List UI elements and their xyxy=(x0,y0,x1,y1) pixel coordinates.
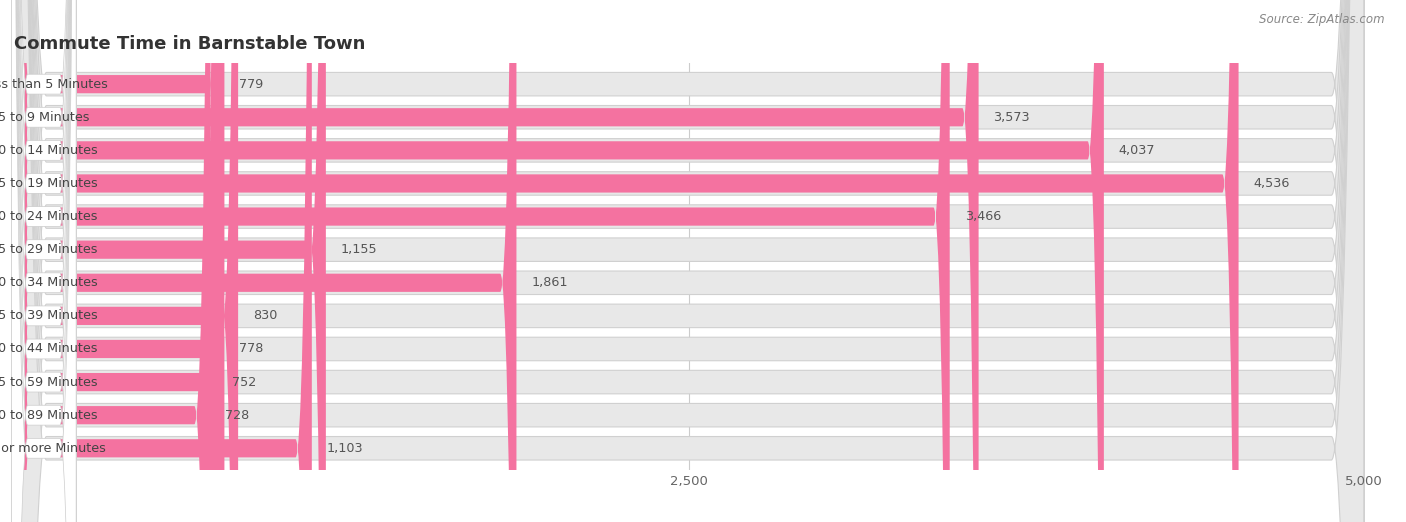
Text: 1,861: 1,861 xyxy=(531,276,568,289)
FancyBboxPatch shape xyxy=(14,0,1364,522)
FancyBboxPatch shape xyxy=(14,0,516,522)
FancyBboxPatch shape xyxy=(14,0,326,522)
Text: 728: 728 xyxy=(225,409,250,422)
FancyBboxPatch shape xyxy=(14,0,1364,522)
FancyBboxPatch shape xyxy=(14,0,1364,522)
FancyBboxPatch shape xyxy=(11,0,76,522)
FancyBboxPatch shape xyxy=(14,0,1239,522)
FancyBboxPatch shape xyxy=(14,0,979,522)
FancyBboxPatch shape xyxy=(11,0,76,522)
FancyBboxPatch shape xyxy=(11,0,76,522)
Text: 60 to 89 Minutes: 60 to 89 Minutes xyxy=(0,409,97,422)
Text: 90 or more Minutes: 90 or more Minutes xyxy=(0,442,107,455)
Text: 20 to 24 Minutes: 20 to 24 Minutes xyxy=(0,210,97,223)
Text: 778: 778 xyxy=(239,342,263,355)
Text: 35 to 39 Minutes: 35 to 39 Minutes xyxy=(0,310,97,323)
FancyBboxPatch shape xyxy=(14,0,1364,522)
FancyBboxPatch shape xyxy=(11,0,76,522)
Text: 1,103: 1,103 xyxy=(326,442,363,455)
FancyBboxPatch shape xyxy=(11,0,76,522)
Text: 752: 752 xyxy=(232,375,256,388)
FancyBboxPatch shape xyxy=(14,0,238,522)
FancyBboxPatch shape xyxy=(14,0,211,522)
Text: 3,466: 3,466 xyxy=(965,210,1001,223)
FancyBboxPatch shape xyxy=(14,0,1364,522)
Text: Less than 5 Minutes: Less than 5 Minutes xyxy=(0,78,108,91)
FancyBboxPatch shape xyxy=(14,0,217,522)
Text: 1,155: 1,155 xyxy=(340,243,377,256)
FancyBboxPatch shape xyxy=(14,0,1364,522)
Text: Source: ZipAtlas.com: Source: ZipAtlas.com xyxy=(1260,13,1385,26)
FancyBboxPatch shape xyxy=(14,0,1364,522)
Text: 10 to 14 Minutes: 10 to 14 Minutes xyxy=(0,144,97,157)
Text: 779: 779 xyxy=(239,78,263,91)
FancyBboxPatch shape xyxy=(11,0,76,522)
Text: 45 to 59 Minutes: 45 to 59 Minutes xyxy=(0,375,97,388)
FancyBboxPatch shape xyxy=(14,0,1364,522)
FancyBboxPatch shape xyxy=(11,0,76,522)
FancyBboxPatch shape xyxy=(11,0,76,522)
FancyBboxPatch shape xyxy=(14,0,224,522)
Text: 25 to 29 Minutes: 25 to 29 Minutes xyxy=(0,243,97,256)
FancyBboxPatch shape xyxy=(14,0,1364,522)
FancyBboxPatch shape xyxy=(11,0,76,522)
FancyBboxPatch shape xyxy=(14,0,312,522)
FancyBboxPatch shape xyxy=(11,0,76,522)
Text: 40 to 44 Minutes: 40 to 44 Minutes xyxy=(0,342,97,355)
FancyBboxPatch shape xyxy=(14,0,1364,522)
Text: 830: 830 xyxy=(253,310,277,323)
FancyBboxPatch shape xyxy=(14,0,225,522)
Text: Commute Time in Barnstable Town: Commute Time in Barnstable Town xyxy=(14,35,366,53)
FancyBboxPatch shape xyxy=(14,0,1364,522)
FancyBboxPatch shape xyxy=(14,0,949,522)
Text: 4,037: 4,037 xyxy=(1119,144,1156,157)
FancyBboxPatch shape xyxy=(11,0,76,522)
FancyBboxPatch shape xyxy=(11,0,76,522)
Text: 3,573: 3,573 xyxy=(994,111,1031,124)
Text: 30 to 34 Minutes: 30 to 34 Minutes xyxy=(0,276,97,289)
FancyBboxPatch shape xyxy=(14,0,1364,522)
FancyBboxPatch shape xyxy=(14,0,1104,522)
Text: 4,536: 4,536 xyxy=(1253,177,1289,190)
Text: 5 to 9 Minutes: 5 to 9 Minutes xyxy=(0,111,90,124)
Text: 15 to 19 Minutes: 15 to 19 Minutes xyxy=(0,177,97,190)
